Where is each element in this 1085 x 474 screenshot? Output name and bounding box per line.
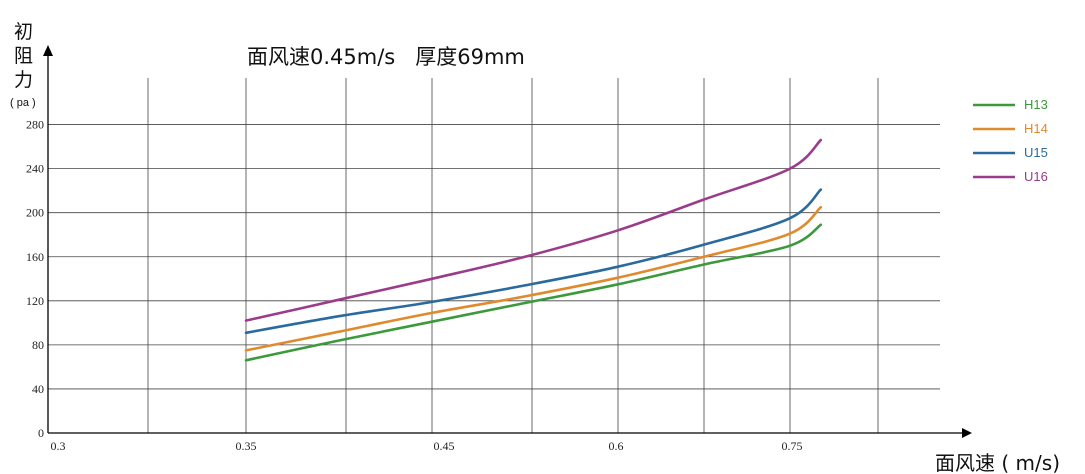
y-axis-arrow-icon [43, 45, 53, 56]
y-axis-label-char-3: 力 [14, 69, 33, 91]
x-tick-label: 0.45 [434, 439, 455, 453]
x-axis-label: 面风速 ( m/s) [935, 451, 1060, 474]
vertical-gridlines [147, 78, 879, 433]
chart-title: 面风速0.45m/s 厚度69mm [247, 45, 525, 69]
legend-label: U15 [1024, 145, 1048, 160]
x-tick-label: 0.75 [782, 439, 803, 453]
series-line-u15 [244, 188, 823, 335]
horizontal-gridlines [48, 124, 940, 390]
legend: H13 H14 U15 U16 [973, 97, 1048, 184]
y-tick-labels: 0 40 80 120 160 200 240 280 [26, 118, 44, 440]
y-tick-label: 0 [38, 426, 44, 440]
series-line-u16 [244, 138, 823, 322]
series-line-h13 [244, 223, 823, 362]
x-tick-labels: 0.3 0.35 0.45 0.6 0.75 [51, 439, 803, 453]
legend-label: H14 [1024, 121, 1048, 136]
y-axis-unit: ( pa ) [10, 97, 36, 109]
series-line-h14 [244, 205, 823, 352]
y-tick-label: 240 [26, 162, 44, 176]
y-axis-label-char-1: 初 [14, 21, 33, 43]
y-axis-label-char-2: 阻 [14, 45, 33, 67]
y-tick-label: 120 [26, 294, 44, 308]
series-lines [244, 138, 823, 362]
y-tick-label: 40 [32, 382, 44, 396]
x-tick-label: 0.35 [236, 439, 257, 453]
y-tick-label: 160 [26, 250, 44, 264]
y-tick-label: 280 [26, 118, 44, 132]
x-axis-arrow-icon [962, 428, 972, 438]
x-tick-label: 0.6 [609, 439, 624, 453]
x-tick-label: 0.3 [51, 439, 66, 453]
legend-label: H13 [1024, 97, 1048, 112]
y-tick-label: 80 [32, 338, 44, 352]
y-tick-label: 200 [26, 206, 44, 220]
legend-label: U16 [1024, 169, 1048, 184]
